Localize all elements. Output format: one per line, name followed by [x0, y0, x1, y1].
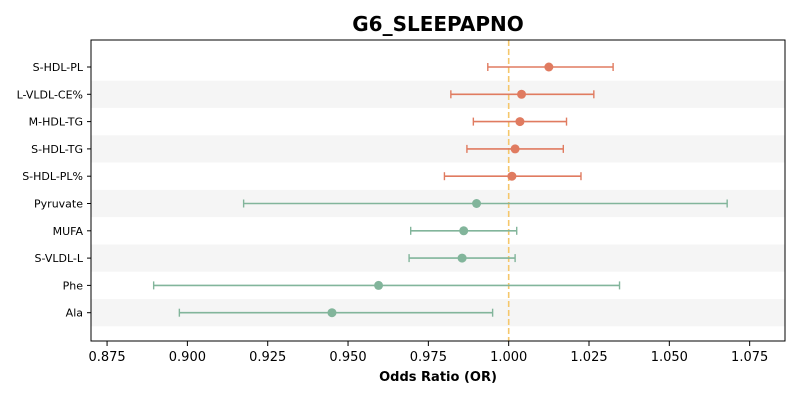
x-tick-label: 0.875	[88, 350, 125, 365]
row-band	[91, 135, 785, 163]
x-tick-label: 0.925	[249, 350, 286, 365]
y-tick-label: L-VLDL-CE%	[17, 88, 83, 101]
or-point	[515, 117, 525, 127]
y-tick-label: Phe	[63, 279, 84, 292]
chart-title: G6_SLEEPAPNO	[352, 12, 524, 36]
or-point	[327, 308, 337, 318]
data-marks	[152, 62, 728, 318]
y-tick-label: Pyruvate	[34, 198, 83, 211]
or-point	[507, 171, 517, 181]
x-tick-label: 1.000	[490, 350, 527, 365]
or-point	[472, 199, 482, 208]
x-tick-label: 1.075	[731, 350, 768, 365]
or-point	[459, 226, 469, 236]
y-tick-label: S-VLDL-L	[35, 252, 84, 265]
y-tick-label: S-HDL-PL	[33, 61, 84, 74]
plot-frame	[90, 39, 786, 342]
x-tick-label: 0.900	[169, 350, 206, 365]
or-point	[510, 144, 520, 154]
y-axis: S-HDL-PL L-VLDL-CE% M-HDL-TG S-HDL-TG S-HDL-…	[17, 61, 91, 320]
y-tick-label: S-HDL-TG	[31, 143, 83, 156]
x-tick-label: 1.050	[651, 350, 688, 365]
x-axis: 0.875 0.900 0.925 0.950 0.975 1.000 1.025 1.050…	[88, 341, 768, 365]
x-axis-label: Odds Ratio (OR)	[379, 370, 497, 385]
x-tick-label: 0.975	[410, 350, 447, 365]
or-point	[544, 62, 554, 72]
x-tick-label: 1.025	[570, 350, 607, 365]
or-point	[457, 253, 467, 263]
y-tick-label: Ala	[66, 307, 83, 320]
or-point	[517, 89, 527, 99]
row-band	[91, 80, 785, 108]
x-tick-label: 0.950	[329, 350, 366, 365]
y-tick-label: MUFA	[53, 225, 84, 238]
or-point	[374, 280, 384, 290]
y-tick-label: S-HDL-PL%	[22, 170, 83, 183]
y-tick-label: M-HDL-TG	[29, 116, 83, 129]
